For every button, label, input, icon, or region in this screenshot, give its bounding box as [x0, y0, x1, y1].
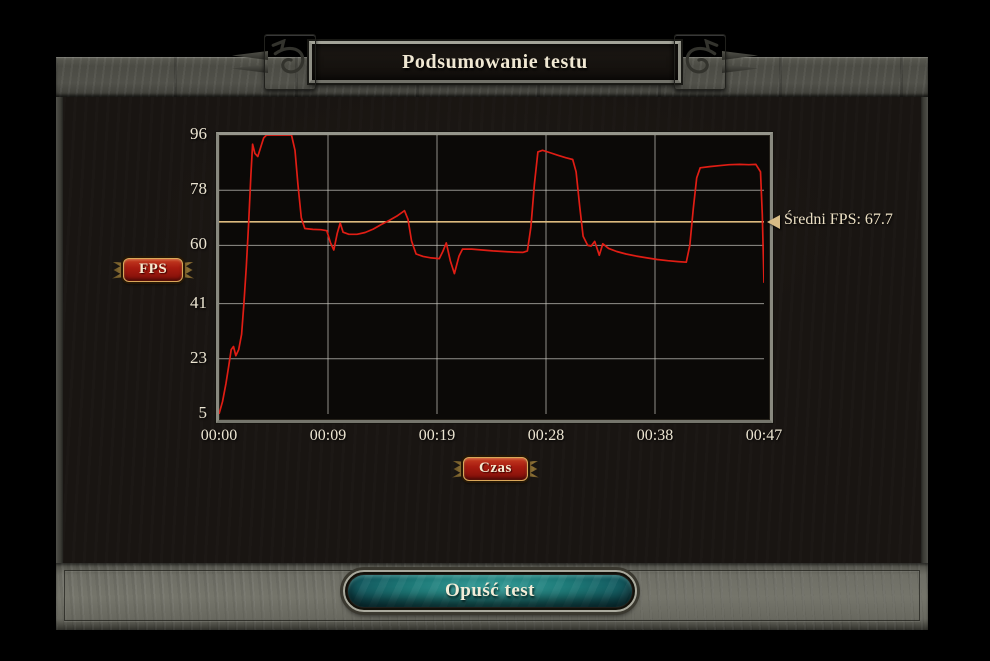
x-axis-tick-label: 00:28 [527, 427, 565, 444]
y-axis-tick-label: 41 [190, 292, 207, 312]
y-axis-tick-label: 78 [190, 179, 207, 199]
panel-left-frame [56, 97, 63, 563]
fps-chart-canvas [219, 135, 764, 414]
exit-test-button[interactable]: Opuść test [343, 570, 637, 612]
banner-spikes-right-icon [722, 51, 758, 73]
y-axis-tick-label: 5 [198, 403, 208, 422]
y-axis-tick-label: 23 [190, 347, 207, 367]
banner-spikes-left-icon [232, 51, 268, 73]
average-fps-label: Średni FPS: 67.7 [784, 210, 893, 228]
title-banner: Podsumowanie testu [232, 34, 758, 90]
x-axis-tick-label: 00:19 [418, 427, 456, 444]
x-axis-title: Czas [463, 457, 528, 481]
y-axis-tick-label: 96 [190, 124, 207, 143]
fps-chart [216, 132, 773, 423]
x-axis-tick-label: 00:09 [309, 427, 347, 444]
title-plate: Podsumowanie testu [309, 41, 681, 83]
fps-axis-badge: FPS [112, 258, 195, 282]
x-axis-tick-label: 00:00 [200, 427, 238, 444]
average-marker-icon [767, 214, 780, 229]
exit-test-button-inner: Opuść test [348, 575, 632, 607]
x-axis-tick-label: 00:47 [745, 427, 783, 444]
y-axis-title: FPS [123, 258, 184, 282]
y-axis-tick-label: 60 [190, 234, 207, 254]
panel-right-frame [921, 97, 928, 563]
page-title: Podsumowanie testu [402, 50, 588, 73]
czas-axis-badge: Czas [452, 457, 539, 481]
x-axis-tick-label: 00:38 [636, 427, 674, 444]
exit-test-button-label: Opuść test [445, 580, 535, 601]
dragon-head-icon [264, 34, 316, 90]
dragon-head-icon [674, 34, 726, 90]
